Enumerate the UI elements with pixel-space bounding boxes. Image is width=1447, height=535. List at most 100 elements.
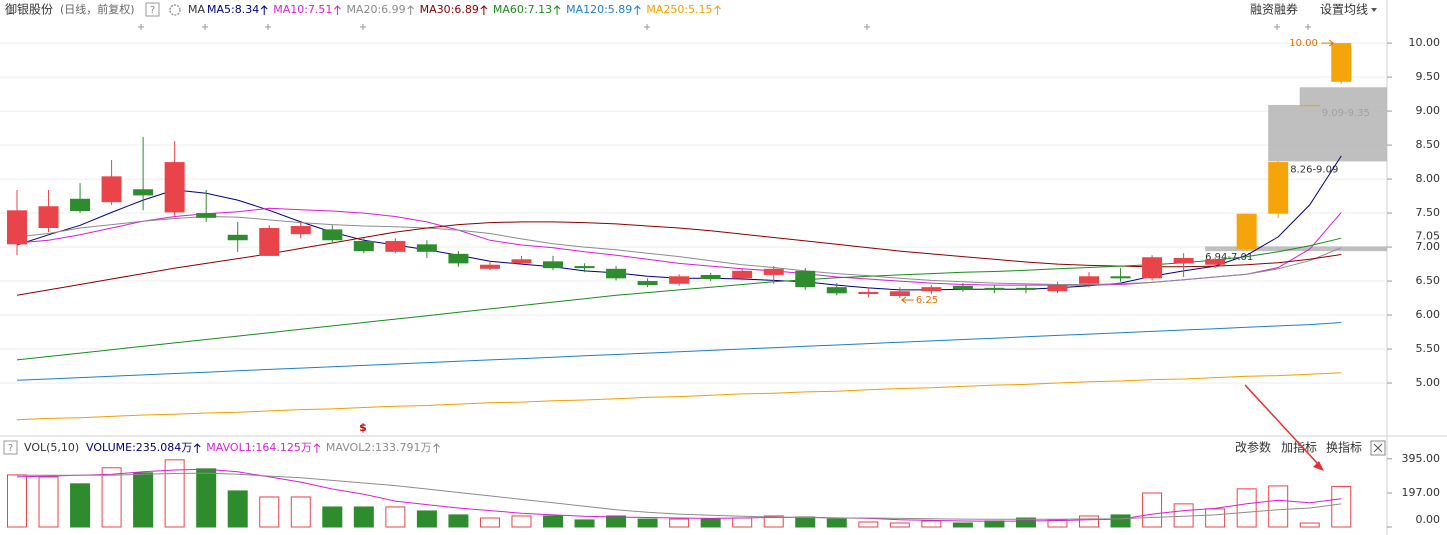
volume-bar [952,522,973,528]
switch-indicator-button[interactable]: 换指标 [1326,440,1362,455]
ma-line [16,215,1342,285]
red-arrow [1244,384,1319,465]
candle-body [196,213,217,218]
volume-bar [1047,519,1068,528]
candle-body [1268,162,1289,214]
volume-bar [858,521,879,528]
price-mark-arrow [1321,39,1335,47]
candle-body [322,229,343,241]
legend-arrow [553,5,561,15]
y-tick-label: 0.00 [1416,513,1441,526]
event-icon [1274,24,1280,30]
legend-entry: MA5:8.34 [207,3,259,16]
volume-bar [259,496,280,528]
dropdown-caret [1371,8,1377,12]
ma-line [16,237,1342,361]
volume-bar [196,468,217,528]
candle-body [1236,213,1257,250]
candle-body [416,244,437,252]
candle-body [984,287,1005,290]
y-tick-label: 7.50 [1416,206,1441,219]
legend-entry: MA30:6.89 [420,3,479,16]
candle-body [164,162,185,213]
volume-bar [1299,522,1320,528]
candle-body [1142,257,1163,279]
candle-body [133,189,154,196]
help-box[interactable] [145,2,160,17]
legend-entry: VOLUME:235.084万 [86,441,192,454]
volume-bar [984,520,1005,528]
legend-arrow [407,5,415,15]
candle-body [70,198,91,212]
volume-bar [921,520,942,528]
volume-bar [322,506,343,528]
volume-bar [1110,514,1131,528]
candle-body [763,268,784,275]
close-icon[interactable] [1373,443,1383,453]
candle-body [1205,259,1226,265]
volume-bar [448,514,469,528]
candle-body [669,276,690,284]
y-tick-label: 7.00 [1416,240,1441,253]
volume-bar [1236,488,1257,528]
legend-entry: MAVOL1:164.125万 [206,441,312,454]
volume-bar [290,496,311,528]
event-icon [138,24,144,30]
event-icon [265,24,271,30]
event-icon [644,24,650,30]
ma-line [16,372,1342,421]
y-tick-label: 5.00 [1416,376,1441,389]
candle-body [7,210,27,245]
candle-body [479,264,500,269]
help-icon[interactable]: ? [150,5,155,16]
help-icon[interactable]: ? [8,443,13,454]
last-price-label: 7.05 [1416,230,1441,243]
volume-title: VOL(5,10) [24,441,79,454]
ma-settings-button[interactable]: 设置均线 [1320,3,1368,17]
candle-body [889,291,910,297]
ma-line [16,207,1342,286]
candle-body [259,228,280,256]
volume-bar [826,518,847,528]
volume-bar [1205,508,1226,528]
ma-line [16,322,1342,381]
edit-params-button[interactable]: 改参数 [1235,440,1271,455]
candle-body [385,240,406,252]
volume-bar [889,522,910,528]
candle-body [795,270,816,288]
volume-bar [1015,517,1036,528]
candle-body [227,234,248,241]
candle-body [1047,285,1068,292]
volume-bar [732,517,753,528]
close-box[interactable] [1370,440,1386,456]
volume-bar [70,483,91,528]
price-mark-label: 6.25 [916,295,938,306]
candle-body [1110,276,1131,279]
legend-entry: MA20:6.99 [346,3,405,16]
candle-body [511,259,532,264]
volume-bar [479,517,500,528]
help-box[interactable] [3,440,18,455]
y-tick-label: 395.00 [1402,452,1441,465]
candle-body [826,287,847,294]
legend-arrow [193,443,201,453]
event-marker[interactable]: $ [359,421,367,434]
candle-body [1079,276,1100,284]
volume-bar [1173,503,1194,528]
legend-entry: MA120:5.89 [566,3,632,16]
volume-bar [637,518,658,528]
volume-bar [38,476,59,528]
y-tick-label: 5.50 [1416,342,1441,355]
candle-body [1015,287,1036,290]
candle-body [637,281,658,286]
settings-gear[interactable] [169,4,181,16]
volume-bar [795,516,816,528]
add-indicator-button[interactable]: 加指标 [1281,440,1317,455]
volume-bar [511,515,532,528]
candle-body [732,270,753,279]
candle-body [1299,104,1320,107]
candle-body [1173,257,1194,264]
y-tick-label: 6.50 [1416,274,1441,287]
margin-button[interactable]: 融资融券 [1250,2,1298,17]
